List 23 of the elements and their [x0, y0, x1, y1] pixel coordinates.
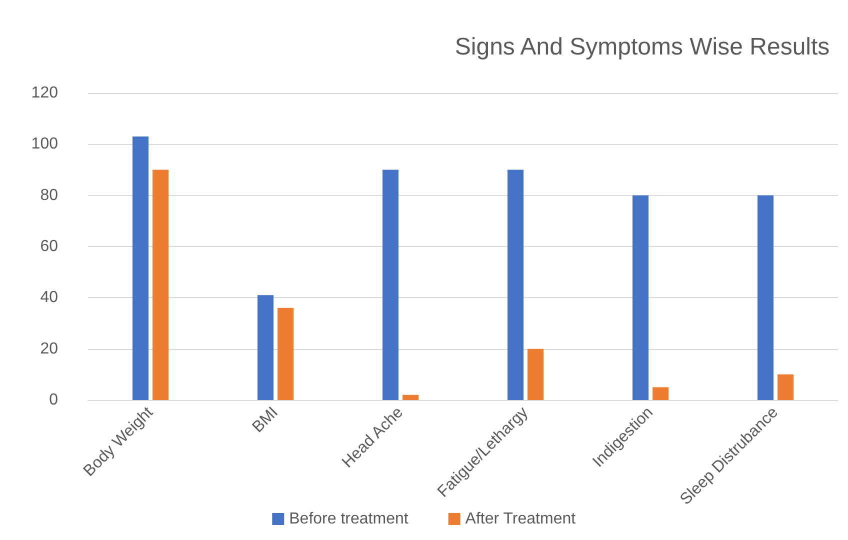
bar	[778, 374, 794, 400]
bar	[652, 387, 668, 400]
bar	[382, 170, 398, 400]
y-tick-label: 60	[40, 238, 58, 255]
y-tick-label: 0	[49, 392, 58, 408]
bar	[632, 195, 648, 400]
y-tick-label: 40	[40, 289, 58, 306]
chart-title: Signs And Symptoms Wise Results	[454, 34, 830, 60]
bar	[528, 348, 544, 400]
bar	[402, 394, 418, 400]
x-tick-label: BMI	[249, 404, 282, 436]
y-tick-label: 100	[31, 136, 58, 153]
legend-label: After Treatment	[465, 510, 576, 528]
y-tick-label: 80	[40, 186, 58, 204]
bar	[132, 136, 148, 400]
bar	[152, 170, 168, 400]
legend-label: Before treatment	[289, 510, 409, 528]
y-tick-label: 120	[31, 84, 58, 102]
bar	[258, 295, 274, 400]
bar	[278, 308, 294, 400]
bar	[508, 170, 524, 400]
y-tick-label: 20	[40, 340, 58, 358]
bar	[758, 195, 774, 400]
